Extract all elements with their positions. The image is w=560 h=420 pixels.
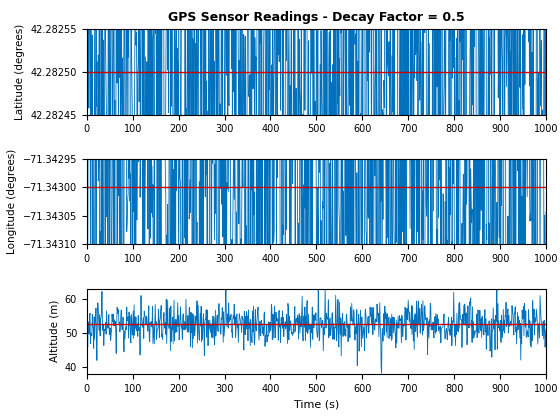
X-axis label: Time (s): Time (s) <box>294 399 339 409</box>
Title: GPS Sensor Readings - Decay Factor = 0.5: GPS Sensor Readings - Decay Factor = 0.5 <box>168 11 465 24</box>
Y-axis label: Altitude (m): Altitude (m) <box>49 300 59 362</box>
Y-axis label: Longitude (degrees): Longitude (degrees) <box>7 149 17 254</box>
Y-axis label: Latitude (degrees): Latitude (degrees) <box>15 24 25 120</box>
